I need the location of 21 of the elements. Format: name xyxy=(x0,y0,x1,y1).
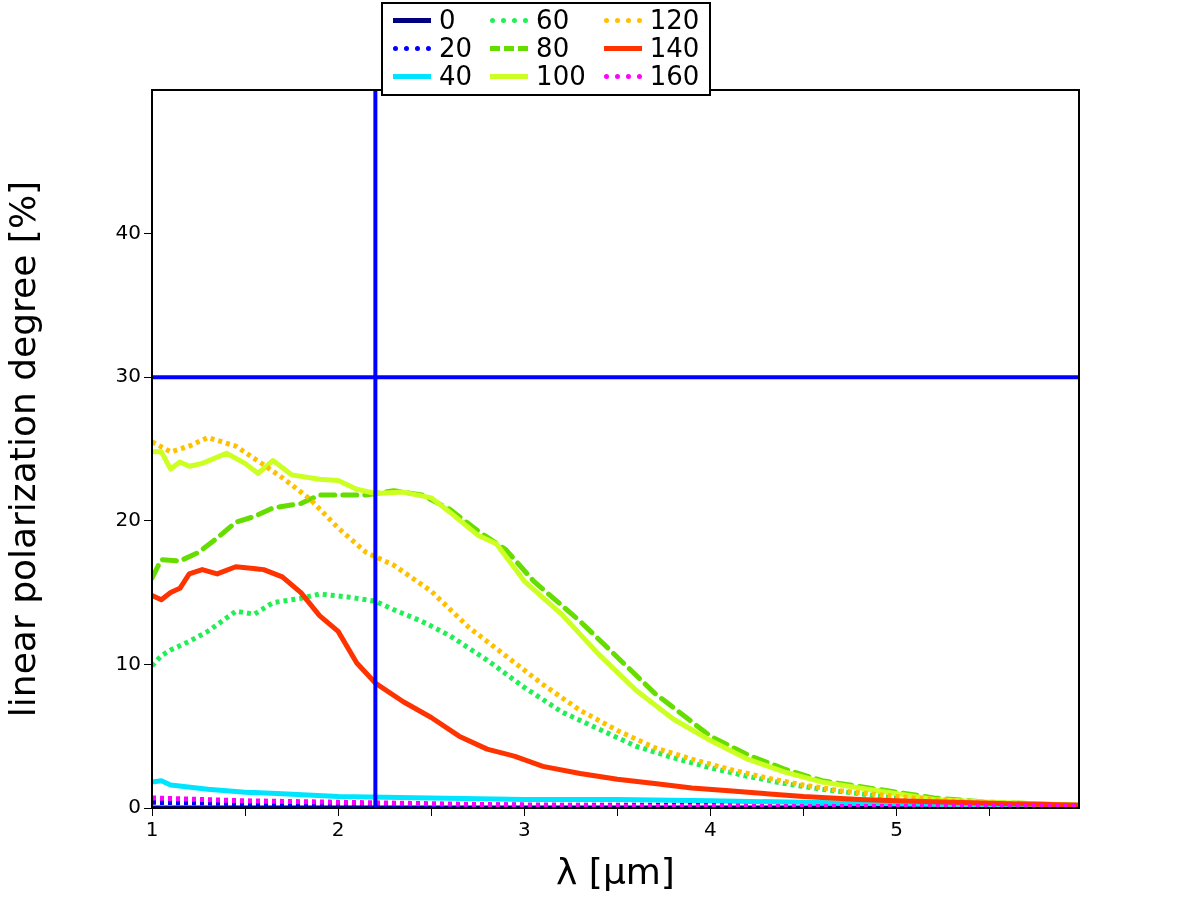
y-tick-label: 10 xyxy=(115,650,141,675)
y-tick-label: 20 xyxy=(115,507,141,531)
x-tick-label: 2 xyxy=(331,817,345,842)
x-tick-label: 4 xyxy=(704,817,717,842)
y-tick-label: 0 xyxy=(128,794,141,819)
legend-label: 120 xyxy=(649,5,700,35)
legend-label: 20 xyxy=(439,33,473,63)
legend-label: 160 xyxy=(649,61,700,91)
legend-label: 40 xyxy=(439,61,473,91)
legend-label: 0 xyxy=(439,5,456,35)
x-axis-title: λ [μm] xyxy=(556,850,675,892)
y-axis-title: linear polarization degree [%] xyxy=(1,180,43,718)
x-tick-label: 3 xyxy=(517,817,531,842)
legend-label: 60 xyxy=(536,5,570,35)
x-tick-label: 1 xyxy=(145,817,159,842)
y-tick-label: 40 xyxy=(115,219,141,244)
y-tick-label: 30 xyxy=(115,363,141,388)
legend-label: 100 xyxy=(536,61,586,91)
legend-label: 140 xyxy=(649,33,700,63)
legend-label: 80 xyxy=(536,33,570,63)
x-tick-label: 5 xyxy=(890,817,903,842)
